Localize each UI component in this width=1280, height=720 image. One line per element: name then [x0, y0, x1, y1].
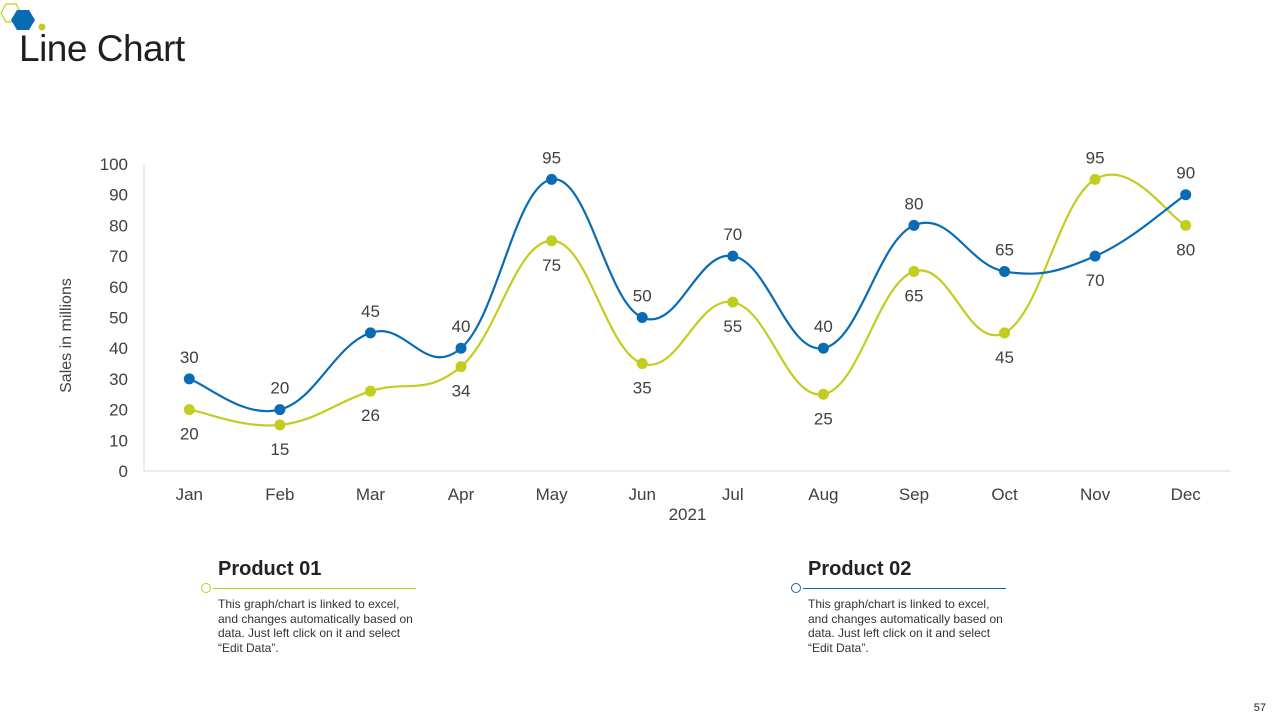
product-02-point	[274, 404, 286, 416]
product-01-point	[636, 358, 648, 370]
product-01-rule	[201, 581, 416, 597]
y-tick-label: 50	[109, 309, 128, 328]
x-tick-label: May	[536, 485, 569, 504]
product-02-point	[817, 342, 829, 354]
page-title: Line Chart	[19, 28, 185, 69]
product-02-point	[636, 312, 648, 323]
product-01-point	[274, 419, 286, 431]
product-01-point	[546, 235, 558, 247]
product-02-data-label: 90	[1176, 164, 1195, 183]
product-01-data-label: 65	[904, 286, 923, 305]
product-01-divider	[213, 588, 416, 589]
product-02-point	[1180, 189, 1192, 201]
y-tick-label: 40	[109, 339, 128, 358]
product-01-marker-icon	[201, 583, 211, 593]
product-01-point	[1180, 219, 1192, 231]
product-02-data-label: 80	[904, 194, 923, 213]
product-02-point	[546, 173, 558, 185]
product-02-point	[999, 265, 1011, 277]
product-01-title: Product 01	[218, 558, 322, 580]
y-tick-label: 30	[109, 370, 128, 389]
page-number: 57	[1253, 702, 1266, 714]
product-01-point	[364, 385, 376, 397]
product-02-data-label: 70	[1086, 271, 1105, 290]
product-01-data-label: 95	[1086, 148, 1105, 167]
product-02-data-label: 40	[452, 317, 471, 336]
product-02-marker-icon	[791, 583, 801, 593]
product-01-data-label: 25	[814, 409, 833, 428]
product-01-point	[455, 361, 467, 373]
product-01-data-label: 75	[542, 256, 561, 275]
product-01-point	[183, 404, 195, 416]
x-tick-label: Oct	[991, 485, 1018, 504]
product-02-description: This graph/chart is linked to excel, and…	[808, 597, 1003, 655]
product-01-line	[189, 173, 1187, 427]
y-tick-label: 80	[109, 216, 128, 235]
product-02-point	[727, 250, 739, 262]
logo-yellow-dot-icon	[38, 23, 46, 31]
x-tick-label: Apr	[448, 485, 475, 504]
product-01-point	[999, 327, 1011, 339]
y-tick-label: 10	[109, 431, 128, 450]
y-tick-label: 20	[109, 401, 128, 420]
product-02-point	[364, 327, 376, 339]
product-01-data-label: 34	[452, 382, 471, 401]
product-01-point	[817, 388, 829, 400]
x-tick-label: Feb	[265, 485, 294, 504]
product-01-data-label: 45	[995, 348, 1014, 367]
product-02-data-label: 30	[180, 348, 199, 367]
product-01-point	[727, 296, 739, 308]
product-01-card: Product 01 This graph/chart is linked to…	[201, 557, 416, 655]
product-02-data-label: 40	[814, 317, 833, 336]
y-tick-label: 100	[100, 155, 128, 174]
product-02-title: Product 02	[808, 558, 912, 580]
product-02-card: Product 02 This graph/chart is linked to…	[791, 557, 1006, 655]
y-tick-label: 90	[109, 186, 128, 205]
logo-icon	[0, 3, 46, 31]
product-02-data-label: 95	[542, 148, 561, 167]
product-01-data-label: 20	[180, 425, 199, 444]
product-02-divider	[803, 588, 1006, 589]
product-01-data-label: 35	[633, 379, 652, 398]
product-01-point	[1089, 173, 1101, 185]
product-02-point	[455, 342, 467, 354]
product-01-point	[908, 265, 920, 277]
product-02-data-label: 50	[633, 287, 652, 306]
product-01-description: This graph/chart is linked to excel, and…	[218, 597, 413, 655]
y-tick-label: 0	[119, 462, 128, 481]
x-tick-label: Nov	[1080, 485, 1111, 504]
x-tick-label: Sep	[899, 485, 929, 504]
product-02-data-label: 45	[361, 302, 380, 321]
product-02-data-label: 70	[723, 225, 742, 244]
product-02-point	[183, 373, 195, 385]
x-tick-label: Jun	[628, 485, 655, 504]
product-02-point	[908, 219, 920, 231]
logo-blue-hexagon-icon	[11, 10, 35, 30]
x-tick-label: Mar	[356, 485, 386, 504]
y-tick-label: 70	[109, 247, 128, 266]
x-tick-label: Jan	[176, 485, 203, 504]
x-tick-label: Aug	[808, 485, 838, 504]
product-02-rule	[791, 581, 1006, 597]
y-tick-label: 60	[109, 278, 128, 297]
product-01-data-label: 80	[1176, 240, 1195, 259]
product-02-data-label: 65	[995, 240, 1014, 259]
product-02-point	[1089, 250, 1101, 262]
x-tick-label: Jul	[722, 485, 744, 504]
product-02-data-label: 20	[270, 379, 289, 398]
y-axis-title: Sales in millions	[58, 278, 75, 393]
x-axis-title: 2021	[669, 505, 707, 524]
product-01-data-label: 26	[361, 406, 380, 425]
product-01-data-label: 15	[270, 440, 289, 459]
product-01-data-label: 55	[723, 317, 742, 336]
product-02-line	[188, 178, 1187, 413]
x-tick-label: Dec	[1171, 485, 1202, 504]
